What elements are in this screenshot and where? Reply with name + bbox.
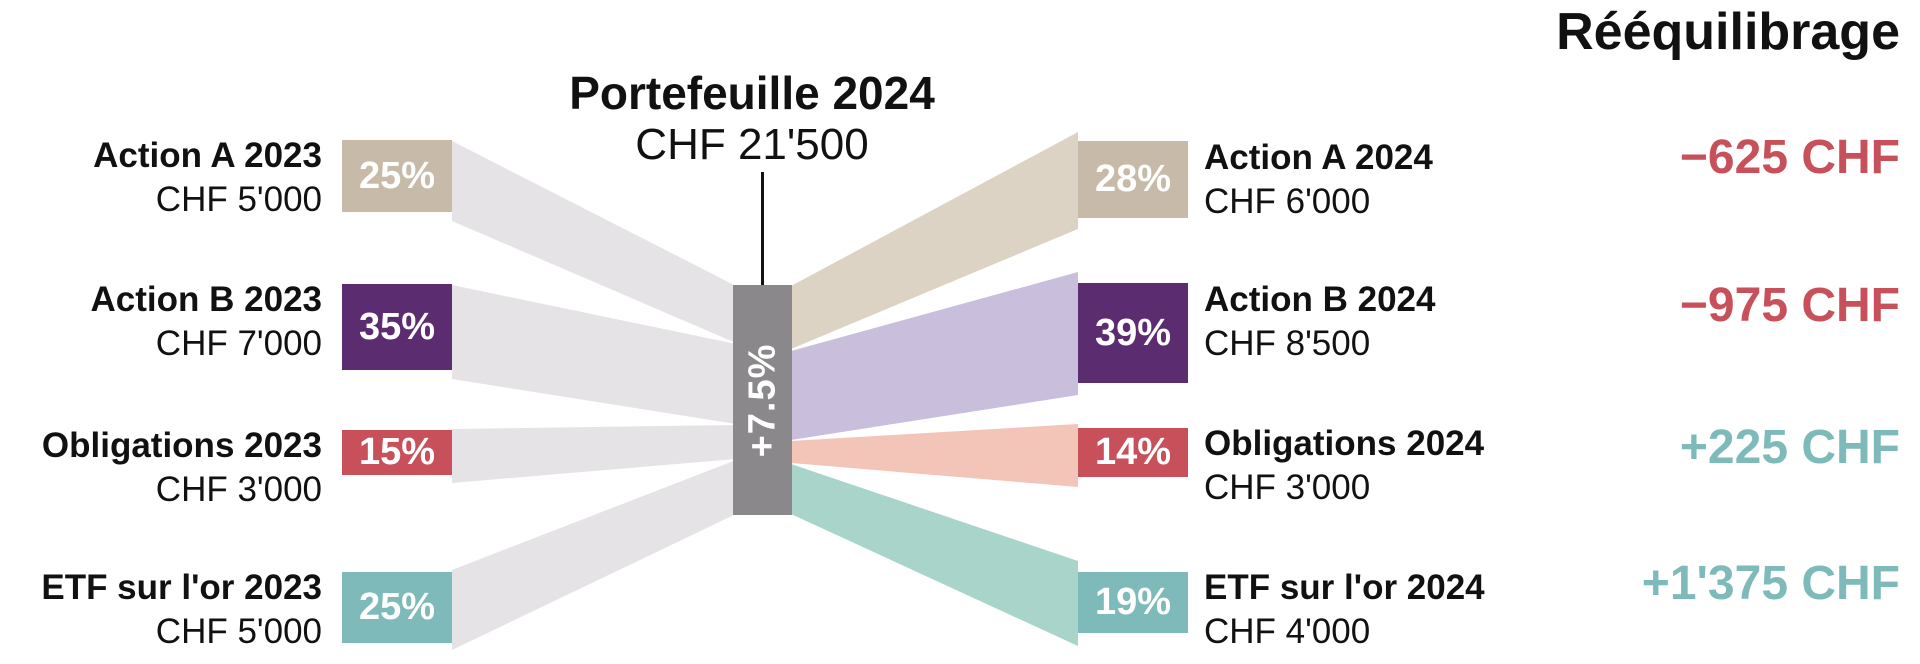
rebalancing-header: Rééquilibrage bbox=[1556, 3, 1900, 61]
flow-right-action-b bbox=[791, 272, 1078, 440]
pct-box-obligations-2023: 15% bbox=[342, 430, 452, 475]
flow-left-obligations bbox=[452, 425, 736, 483]
pct-value: 19% bbox=[1094, 581, 1172, 623]
pct-box-obligations-2024: 14% bbox=[1078, 428, 1188, 477]
asset-amount: CHF 3'000 bbox=[1204, 468, 1371, 507]
pct-box-etf-or-2023: 25% bbox=[342, 572, 452, 643]
pct-value: 25% bbox=[358, 154, 436, 197]
pct-value: 25% bbox=[358, 586, 436, 628]
label-etf-or-2024: ETF sur l'or 2024 CHF 4'000 bbox=[1204, 566, 1485, 654]
label-etf-or-2023: ETF sur l'or 2023 CHF 5'000 bbox=[41, 566, 322, 654]
portfolio-center-bar bbox=[733, 285, 792, 515]
asset-name: Action A 2023 bbox=[93, 136, 322, 175]
asset-amount: CHF 3'000 bbox=[155, 470, 322, 509]
pct-value: 28% bbox=[1094, 158, 1172, 200]
rebalancing-value-etf-or: +1'375 CHF bbox=[1641, 557, 1900, 610]
pct-box-action-b-2023: 35% bbox=[342, 284, 452, 370]
pct-value: 39% bbox=[1094, 311, 1172, 354]
title-connector-line bbox=[761, 172, 764, 285]
pct-box-action-a-2024: 28% bbox=[1078, 141, 1188, 218]
rebalancing-value-action-b: −975 CHF bbox=[1679, 279, 1900, 332]
label-action-b-2024: Action B 2024 CHF 8'500 bbox=[1204, 278, 1435, 366]
flow-right-etf-or bbox=[791, 464, 1078, 646]
flow-right-action-a bbox=[791, 132, 1078, 349]
label-action-b-2023: Action B 2023 CHF 7'000 bbox=[91, 278, 322, 366]
portfolio-title: Portefeuille 2024 bbox=[569, 67, 935, 119]
portfolio-total: CHF 21'500 bbox=[635, 120, 869, 169]
asset-name: Action B 2023 bbox=[90, 280, 322, 319]
pct-value: 35% bbox=[358, 305, 436, 348]
pct-box-action-b-2024: 39% bbox=[1078, 283, 1188, 383]
growth-label: +7.5% bbox=[741, 343, 783, 457]
pct-value: 15% bbox=[358, 431, 436, 473]
rebalancing-value-action-a: −625 CHF bbox=[1679, 131, 1900, 184]
asset-name: Obligations 2024 bbox=[1204, 424, 1485, 463]
portfolio-title-block: Portefeuille 2024 CHF 21'500 bbox=[452, 66, 1052, 170]
label-obligations-2024: Obligations 2024 CHF 3'000 bbox=[1204, 422, 1484, 510]
asset-name: Obligations 2023 bbox=[41, 426, 322, 465]
pct-box-action-a-2023: 25% bbox=[342, 140, 452, 212]
asset-name: Action A 2024 bbox=[1204, 138, 1433, 177]
rebalancing-value-obligations: +225 CHF bbox=[1679, 421, 1900, 474]
label-action-a-2024: Action A 2024 CHF 6'000 bbox=[1204, 136, 1433, 224]
asset-amount: CHF 5'000 bbox=[155, 612, 322, 651]
asset-amount: CHF 7'000 bbox=[155, 324, 322, 363]
asset-amount: CHF 6'000 bbox=[1204, 182, 1371, 221]
flow-left-action-a bbox=[452, 141, 736, 343]
growth-label-container: +7.5% bbox=[733, 285, 792, 515]
flow-left-action-b bbox=[452, 285, 736, 424]
flow-right-obligations bbox=[791, 424, 1078, 487]
label-obligations-2023: Obligations 2023 CHF 3'000 bbox=[42, 424, 322, 512]
label-action-a-2023: Action A 2023 CHF 5'000 bbox=[93, 134, 322, 222]
asset-name: ETF sur l'or 2023 bbox=[41, 568, 322, 607]
asset-name: ETF sur l'or 2024 bbox=[1204, 568, 1485, 607]
pct-box-etf-or-2024: 19% bbox=[1078, 572, 1188, 633]
asset-amount: CHF 4'000 bbox=[1204, 612, 1371, 651]
pct-value: 14% bbox=[1094, 431, 1172, 473]
flow-left-etf-or bbox=[452, 460, 736, 650]
asset-name: Action B 2024 bbox=[1204, 280, 1436, 319]
asset-amount: CHF 8'500 bbox=[1204, 324, 1371, 363]
asset-amount: CHF 5'000 bbox=[155, 180, 322, 219]
